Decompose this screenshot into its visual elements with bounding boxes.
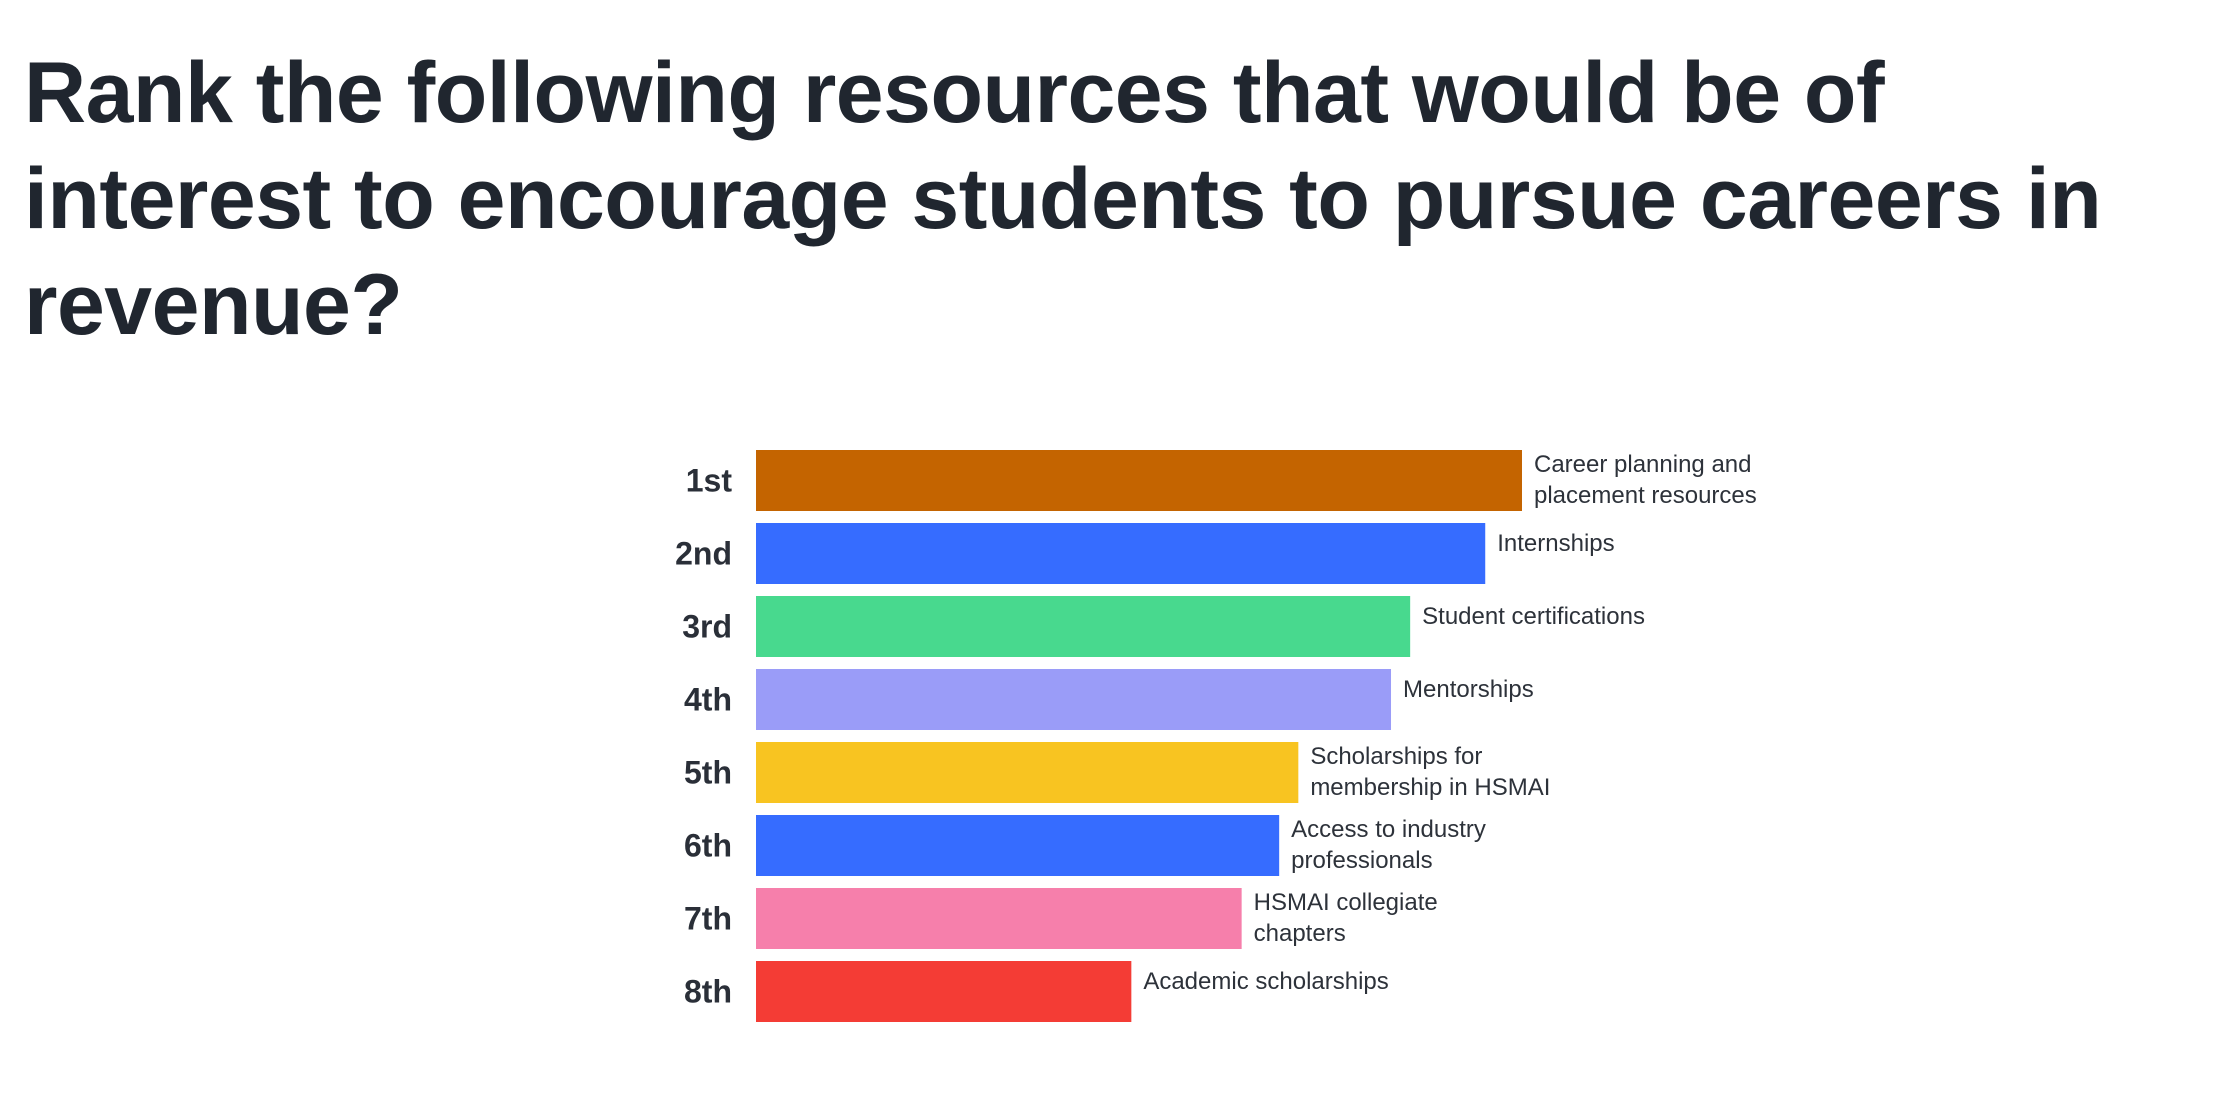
rank-label: 2nd — [675, 536, 732, 572]
bar-3rd — [756, 596, 1411, 657]
rank-label: 8th — [684, 974, 732, 1010]
rank-label: 4th — [684, 682, 732, 718]
bar-label: Academic scholarships — [1143, 968, 1388, 995]
bar-5th — [756, 742, 1299, 803]
bar-label: Career planning and placement resources — [1534, 451, 1757, 509]
bar-label: Internships — [1497, 530, 1614, 557]
bar-label: Student certifications — [1422, 603, 1645, 630]
rank-label: 1st — [686, 463, 733, 499]
bar-8th — [756, 961, 1132, 1022]
rank-label: 3rd — [682, 609, 732, 645]
rank-label: 6th — [684, 828, 732, 864]
bar-2nd — [756, 523, 1486, 584]
bar-label: Scholarships for membership in HSMAI — [1310, 743, 1550, 801]
rank-label: 7th — [684, 901, 732, 937]
bar-6th — [756, 815, 1280, 876]
bar-label: Access to industry professionals — [1291, 816, 1486, 874]
bar-1st — [756, 450, 1522, 511]
rank-label: 5th — [684, 755, 732, 791]
bar-7th — [756, 888, 1242, 949]
chart-title: Rank the following resources that would … — [24, 45, 2102, 353]
bar-label: Mentorships — [1403, 676, 1534, 703]
bar-4th — [756, 669, 1392, 730]
bar-label: HSMAI collegiate chapters — [1254, 889, 1438, 947]
